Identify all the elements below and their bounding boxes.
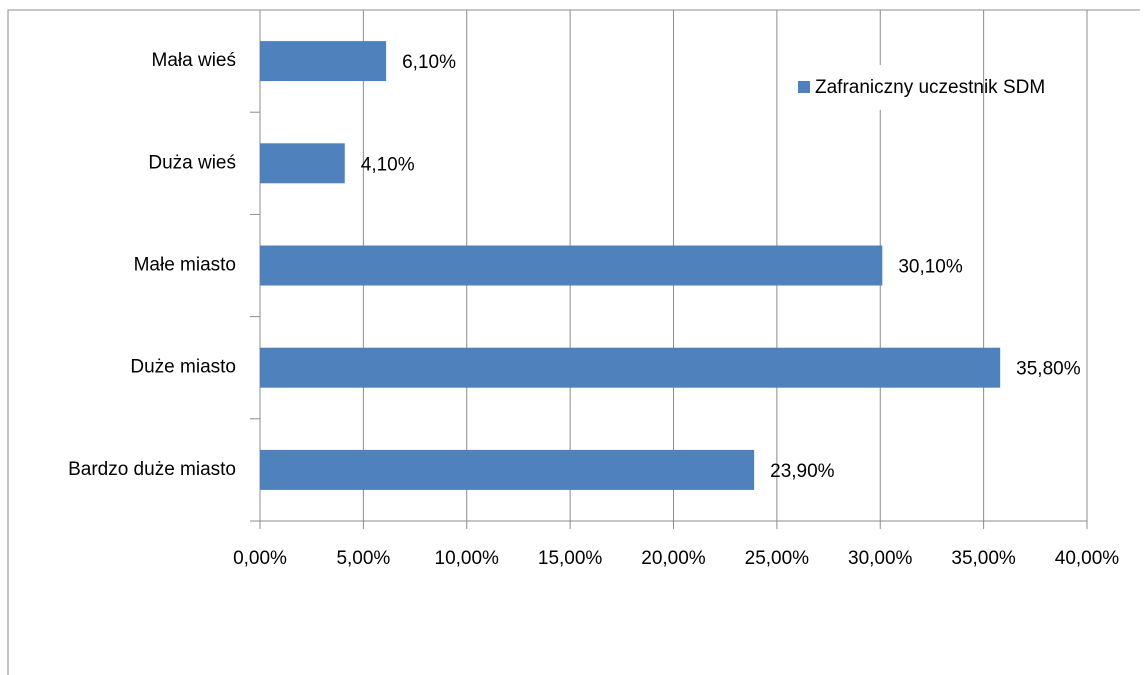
- y-tick-label: Mała wieś: [152, 50, 236, 71]
- legend-label: Zafraniczny uczestnik SDM: [815, 77, 1045, 98]
- bar: [260, 449, 755, 490]
- x-tick-label: 0,00%: [233, 548, 287, 569]
- legend-swatch: [798, 81, 810, 93]
- chart-border: [7, 9, 1140, 675]
- data-label: 35,80%: [1016, 359, 1081, 380]
- x-tick-label: 20,00%: [641, 548, 706, 569]
- x-tick-label: 5,00%: [336, 548, 390, 569]
- data-label: 30,10%: [898, 257, 963, 278]
- bar: [260, 347, 1001, 388]
- bar: [260, 41, 387, 82]
- bar: [260, 245, 883, 286]
- x-tick-label: 15,00%: [538, 548, 603, 569]
- bar: [260, 143, 345, 184]
- x-tick-label: 35,00%: [951, 548, 1016, 569]
- x-tick-label: 10,00%: [435, 548, 500, 569]
- y-tick-label: Bardzo duże miasto: [68, 459, 236, 480]
- x-tick-label: 25,00%: [745, 548, 810, 569]
- data-label: 4,10%: [361, 154, 415, 175]
- y-tick-label: Duża wieś: [148, 152, 236, 173]
- y-tick-label: Małe miasto: [134, 255, 236, 276]
- x-tick-label: 40,00%: [1055, 548, 1120, 569]
- data-label: 6,10%: [402, 52, 456, 73]
- y-tick-label: Duże miasto: [130, 357, 236, 378]
- x-tick-label: 30,00%: [848, 548, 913, 569]
- data-label: 23,90%: [770, 461, 835, 482]
